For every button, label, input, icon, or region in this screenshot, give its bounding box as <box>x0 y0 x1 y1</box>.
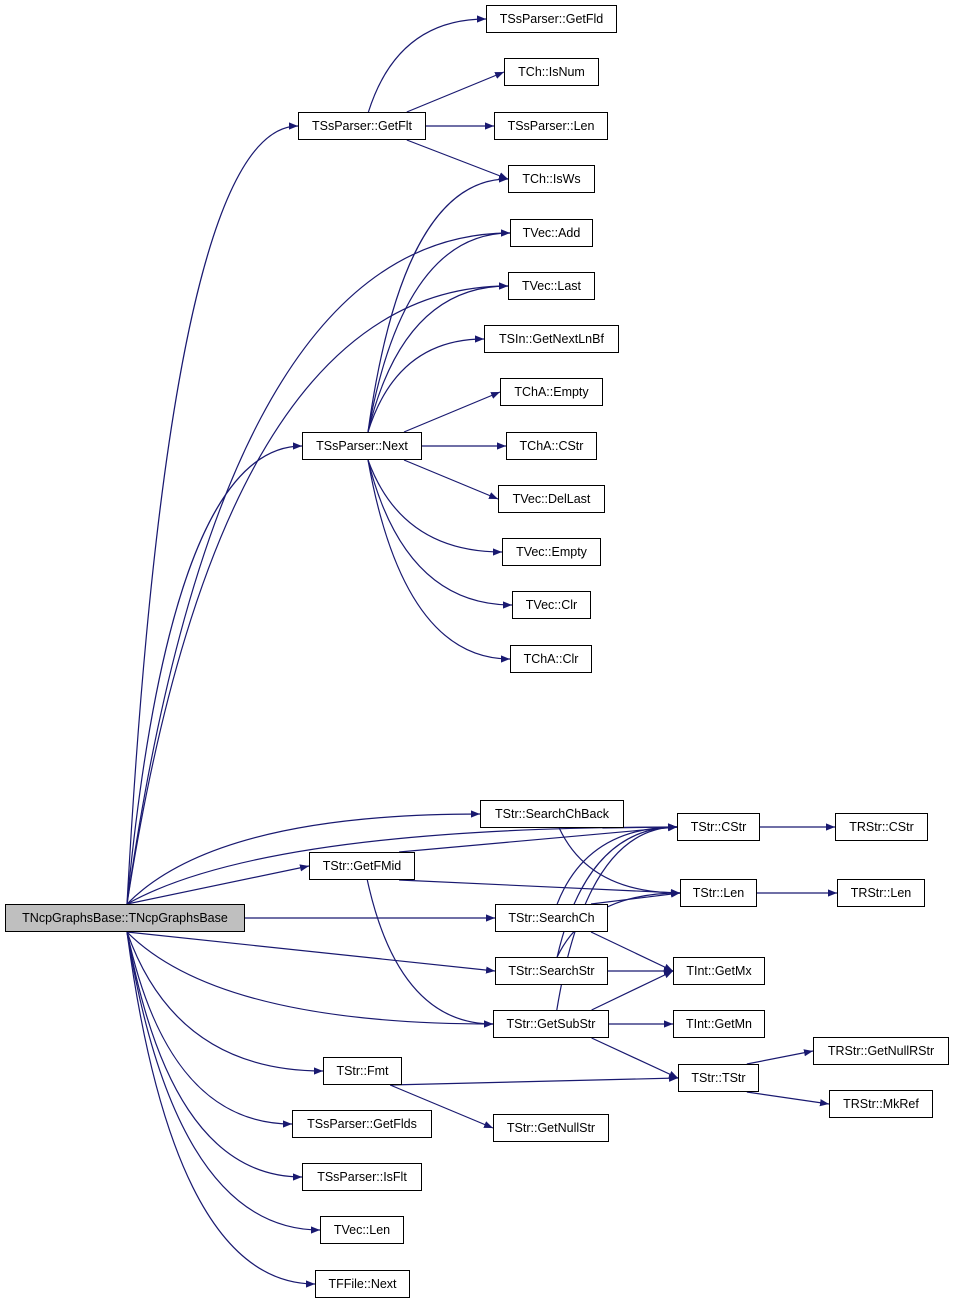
edge-root-to-veclen <box>126 931 321 1234</box>
edge-searchch-to-getmx <box>590 931 674 972</box>
node-isws[interactable]: TCh::IsWs <box>508 165 595 193</box>
node-root[interactable]: TNcpGraphsBase::TNcpGraphsBase <box>5 904 245 932</box>
edge-ssnext-to-chaclr <box>367 459 511 663</box>
edge-getfmid-to-strcstr <box>399 824 678 853</box>
node-tstr[interactable]: TStr::TStr <box>678 1064 759 1092</box>
node-fmt[interactable]: TStr::Fmt <box>323 1057 402 1085</box>
node-vdellast[interactable]: TVec::DelLast <box>498 485 605 513</box>
edge-ssnext-to-vempty <box>367 459 503 556</box>
node-ffnext[interactable]: TFFile::Next <box>315 1270 410 1298</box>
edge-searchch-to-strlen <box>590 890 681 905</box>
edge-root-to-getflds <box>126 931 293 1128</box>
node-getflds[interactable]: TSsParser::GetFlds <box>292 1110 432 1138</box>
edge-ssnext-to-vclr <box>367 459 513 609</box>
edge-root-to-getsubstr <box>126 931 494 1028</box>
edge-fmt-to-tstr <box>390 1074 679 1086</box>
node-searchch[interactable]: TStr::SearchCh <box>495 904 608 932</box>
node-vlast[interactable]: TVec::Last <box>508 272 595 300</box>
node-getnullstr[interactable]: TStr::GetNullStr <box>493 1114 609 1142</box>
node-rstrlen[interactable]: TRStr::Len <box>837 879 925 907</box>
node-veclen[interactable]: TVec::Len <box>320 1216 404 1244</box>
edge-getfmid-to-getsubstr <box>366 879 494 1028</box>
node-isnum[interactable]: TCh::IsNum <box>504 58 599 86</box>
node-getfmid[interactable]: TStr::GetFMid <box>309 852 415 880</box>
edge-root-to-ssnext <box>126 442 303 905</box>
edge-root-to-vadd <box>126 229 511 905</box>
node-ssnext[interactable]: TSsParser::Next <box>302 432 422 460</box>
edge-getfmid-to-strlen <box>399 879 681 897</box>
node-searchstr[interactable]: TStr::SearchStr <box>495 957 608 985</box>
edge-root-to-searchstr <box>126 931 496 974</box>
node-rstrcstr[interactable]: TRStr::CStr <box>835 813 928 841</box>
node-vempty[interactable]: TVec::Empty <box>502 538 601 566</box>
node-mkref[interactable]: TRStr::MkRef <box>829 1090 933 1118</box>
edge-ssnext-to-vdellast <box>403 459 499 500</box>
node-strcstr[interactable]: TStr::CStr <box>677 813 760 841</box>
edge-fmt-to-getnullstr <box>389 1084 494 1129</box>
edge-getsubstr-to-tstr <box>591 1037 679 1079</box>
edge-getflt-to-isws <box>406 139 509 180</box>
node-getflt[interactable]: TSsParser::GetFlt <box>298 112 426 140</box>
edge-getsubstr-to-getmx <box>591 970 674 1011</box>
edge-tstr-to-getnullrstr <box>746 1049 814 1065</box>
edge-getflt-to-isnum <box>406 71 505 113</box>
edge-ssnext-to-vadd <box>367 229 511 433</box>
edge-ssnext-to-isws <box>367 175 509 433</box>
node-getnullrstr[interactable]: TRStr::GetNullRStr <box>813 1037 949 1065</box>
edge-root-to-isflt <box>126 931 303 1181</box>
node-chacstr[interactable]: TChA::CStr <box>506 432 597 460</box>
edge-root-to-vlast <box>126 282 509 905</box>
edge-searchch-to-strcstr <box>556 823 678 905</box>
node-chaempty[interactable]: TChA::Empty <box>500 378 603 406</box>
node-getnextln[interactable]: TSIn::GetNextLnBf <box>484 325 619 353</box>
edge-root-to-getfmid <box>126 864 310 905</box>
edge-getflt-to-getfld <box>367 15 487 113</box>
node-sslen[interactable]: TSsParser::Len <box>494 112 608 140</box>
edge-root-to-searchchback <box>126 810 481 905</box>
node-chaclr[interactable]: TChA::Clr <box>510 645 592 673</box>
node-getmx[interactable]: TInt::GetMx <box>673 957 765 985</box>
edge-ssnext-to-chaempty <box>403 391 501 433</box>
node-strlen[interactable]: TStr::Len <box>680 879 757 907</box>
node-getmn[interactable]: TInt::GetMn <box>673 1010 765 1038</box>
edge-root-to-fmt <box>126 931 324 1075</box>
node-isflt[interactable]: TSsParser::IsFlt <box>302 1163 422 1191</box>
node-searchchback[interactable]: TStr::SearchChBack <box>480 800 624 828</box>
edge-ssnext-to-getnextln <box>367 335 485 433</box>
node-getsubstr[interactable]: TStr::GetSubStr <box>493 1010 609 1038</box>
edge-root-to-getflt <box>126 122 299 905</box>
node-vclr[interactable]: TVec::Clr <box>512 591 591 619</box>
edge-tstr-to-mkref <box>746 1091 830 1107</box>
edge-root-to-ffnext <box>126 931 316 1288</box>
node-vadd[interactable]: TVec::Add <box>510 219 593 247</box>
node-getfld[interactable]: TSsParser::GetFld <box>486 5 617 33</box>
edge-ssnext-to-vlast <box>367 282 509 433</box>
